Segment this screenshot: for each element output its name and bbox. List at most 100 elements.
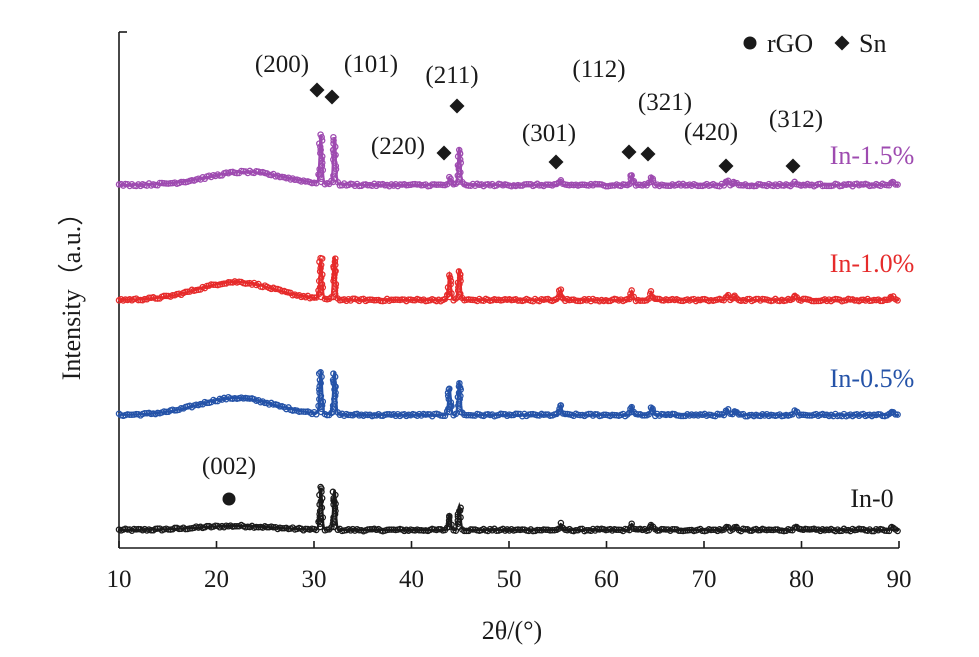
data-point xyxy=(557,402,564,409)
peak-annotation-420: (420) xyxy=(684,119,738,174)
x-tick-label: 50 xyxy=(497,566,522,593)
data-point xyxy=(602,182,610,190)
data-point xyxy=(523,180,530,188)
data-point xyxy=(465,411,472,419)
x-tick-label: 90 xyxy=(887,566,912,593)
data-point xyxy=(331,383,339,390)
data-point xyxy=(815,297,822,305)
data-point xyxy=(227,168,234,176)
data-point xyxy=(456,379,463,387)
data-point xyxy=(455,405,463,413)
data-point xyxy=(388,296,395,303)
data-point xyxy=(697,182,704,190)
data-point xyxy=(870,411,878,419)
data-point xyxy=(576,411,584,419)
data-point xyxy=(330,379,337,387)
data-point xyxy=(594,181,601,188)
data-point xyxy=(568,296,575,303)
data-point xyxy=(156,179,164,187)
data-point xyxy=(433,181,440,188)
data-point xyxy=(457,504,464,512)
data-point xyxy=(316,386,323,393)
data-point xyxy=(457,386,464,393)
data-point xyxy=(317,143,324,151)
data-point xyxy=(546,527,554,534)
data-point xyxy=(561,410,569,418)
data-point xyxy=(894,527,901,535)
sn-marker xyxy=(548,154,564,170)
data-point xyxy=(317,264,324,272)
data-point xyxy=(331,510,339,518)
data-point xyxy=(331,392,339,400)
data-point xyxy=(730,293,738,301)
data-point xyxy=(331,399,338,406)
annotation-layer: (002) (200) (101) (220) (211) (301) (112) (321)… xyxy=(202,51,823,506)
data-point xyxy=(649,405,656,413)
data-point xyxy=(455,162,463,170)
data-point xyxy=(645,526,653,534)
data-point xyxy=(542,181,550,188)
data-point xyxy=(316,395,323,403)
x-tick-label: 10 xyxy=(107,566,132,593)
data-point xyxy=(439,412,447,420)
legend-label: rGO xyxy=(767,29,813,58)
data-point xyxy=(519,526,526,533)
data-point xyxy=(318,485,325,492)
series-line xyxy=(119,256,899,302)
data-point xyxy=(203,522,211,530)
data-point xyxy=(331,395,338,403)
data-point xyxy=(646,523,654,531)
data-point xyxy=(182,288,189,296)
peak-annotation-321: (321) xyxy=(638,89,692,162)
data-point xyxy=(331,290,339,298)
data-point xyxy=(579,181,586,188)
data-point xyxy=(270,401,277,408)
data-point xyxy=(447,277,455,285)
data-point xyxy=(329,520,337,528)
x-tick-label: 60 xyxy=(594,566,619,593)
data-point xyxy=(649,175,657,183)
data-point xyxy=(316,501,323,508)
data-point xyxy=(452,527,460,534)
data-point xyxy=(276,403,284,410)
data-point xyxy=(857,296,865,304)
data-point xyxy=(456,280,463,288)
peak-label: (200) xyxy=(255,51,309,78)
series-in-0-5 xyxy=(115,369,901,420)
data-point xyxy=(574,297,582,305)
data-point xyxy=(445,408,453,416)
data-point xyxy=(445,517,453,524)
data-point xyxy=(723,178,731,186)
data-point xyxy=(371,412,378,419)
data-point xyxy=(405,296,412,303)
peak-annotation-211: (211) xyxy=(425,62,479,114)
data-point xyxy=(732,408,739,416)
data-point xyxy=(329,405,337,413)
data-point xyxy=(455,268,463,275)
data-point xyxy=(246,395,254,402)
data-point xyxy=(331,169,339,176)
data-point xyxy=(881,296,889,304)
data-point xyxy=(556,290,563,298)
data-point xyxy=(316,383,323,390)
data-point xyxy=(330,517,337,524)
data-point xyxy=(457,277,464,285)
y-axis-title: Intensity（a.u.） xyxy=(57,200,86,381)
data-point xyxy=(613,526,620,534)
peak-label: (002) xyxy=(202,453,256,480)
data-point xyxy=(330,140,337,147)
data-point xyxy=(396,181,404,188)
data-point xyxy=(318,133,325,141)
data-point xyxy=(455,146,463,154)
data-point xyxy=(439,181,447,189)
data-point xyxy=(851,297,858,304)
data-point xyxy=(469,526,477,533)
data-point xyxy=(556,408,564,416)
data-point xyxy=(330,501,337,508)
peak-label: (112) xyxy=(572,56,625,83)
data-point xyxy=(446,293,453,301)
data-point xyxy=(540,526,547,533)
data-point xyxy=(225,279,232,286)
data-point xyxy=(445,395,453,403)
data-point xyxy=(639,297,646,304)
